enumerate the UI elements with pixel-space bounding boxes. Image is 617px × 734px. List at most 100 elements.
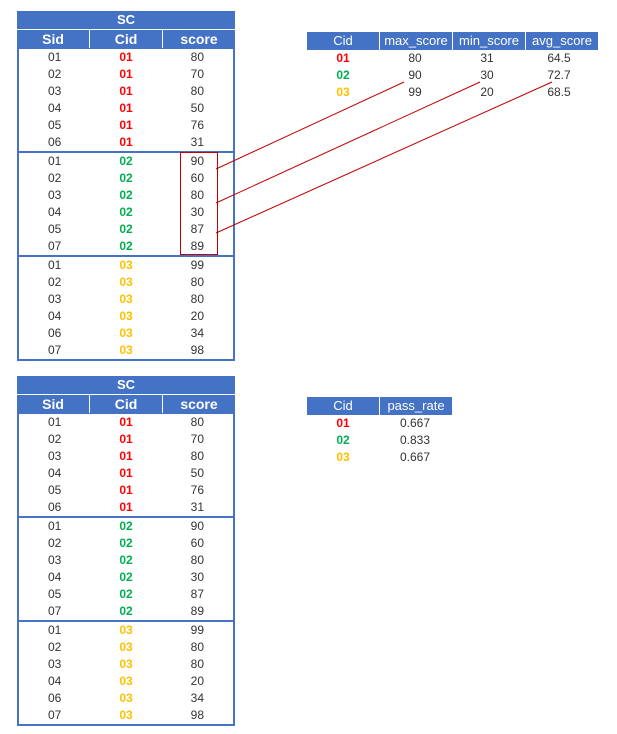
sid-cell: 04 — [47, 205, 62, 219]
sid-cell: 02 — [47, 275, 62, 289]
avg-score-cell: 64.5 — [547, 51, 571, 65]
score-cell: 98 — [190, 708, 204, 722]
pass-rate-table: Cid pass_rate 01 0.667 02 0.833 03 0.667 — [307, 397, 452, 466]
cid-cell: 03 — [119, 292, 133, 306]
max-score-cell: 90 — [408, 68, 422, 82]
table-row: 02 01 70 — [19, 431, 233, 448]
cid-cell: 01 — [119, 449, 133, 463]
score-cell: 60 — [190, 536, 204, 550]
table-row: 01 01 80 — [19, 49, 233, 66]
cid-cell: 03 — [119, 691, 133, 705]
sid-cell: 01 — [47, 623, 62, 637]
table-row: 04 01 50 — [19, 100, 233, 117]
cid-cell: 03 — [119, 309, 133, 323]
pass-rate-column-header: pass_rate — [379, 397, 452, 415]
table-row: 02 02 60 — [19, 535, 233, 552]
sid-cell: 01 — [47, 50, 62, 64]
cid-cell: 01 — [119, 118, 133, 132]
table-row: 04 02 30 — [19, 569, 233, 586]
cid-cell: 01 — [119, 50, 133, 64]
score-cell: 89 — [190, 239, 204, 253]
sid-cell: 03 — [47, 84, 62, 98]
sc-table-body: 01 01 80 02 01 70 03 01 80 04 01 50 05 01 76 06 01 31 01 02… — [17, 413, 235, 726]
sc-table-header: Sid Cid score — [17, 29, 235, 48]
score-cell: 90 — [190, 154, 204, 168]
score-cell: 89 — [190, 604, 204, 618]
cid-group-02: 01 02 90 02 02 60 03 02 80 04 02 30 05 02 87 07 02 89 — [17, 151, 235, 255]
score-cell: 80 — [190, 657, 204, 671]
cid-column-header: Cid — [333, 398, 353, 413]
max-score-cell: 80 — [408, 51, 422, 65]
cid-cell: 02 — [119, 553, 133, 567]
pass-rate-cell: 0.833 — [399, 433, 431, 447]
cid-cell: 01 — [119, 483, 133, 497]
sid-cell: 01 — [47, 519, 62, 533]
cid-cell: 01 — [119, 466, 133, 480]
sid-cell: 07 — [47, 604, 62, 618]
cid-column-header: Cid — [89, 395, 162, 413]
table-row: 06 03 34 — [19, 325, 233, 342]
max-score-cell: 99 — [408, 85, 422, 99]
cid-cell: 02 — [119, 536, 133, 550]
table-row: 03 01 80 — [19, 83, 233, 100]
sid-cell: 06 — [47, 500, 62, 514]
table-row: 06 01 31 — [19, 499, 233, 516]
sid-cell: 05 — [47, 587, 62, 601]
table-row: 04 01 50 — [19, 465, 233, 482]
cid-cell: 02 — [119, 604, 133, 618]
score-cell: 34 — [190, 326, 204, 340]
min-score-cell: 20 — [480, 85, 494, 99]
sid-cell: 03 — [47, 657, 62, 671]
score-cell: 76 — [190, 483, 204, 497]
table-row: 01 03 99 — [19, 622, 233, 639]
score-cell: 80 — [190, 292, 204, 306]
cid-cell: 03 — [119, 258, 133, 272]
pass-rate-table-header: Cid pass_rate — [307, 397, 452, 415]
table-row: 07 03 98 — [19, 707, 233, 724]
cid-cell: 01 — [119, 135, 133, 149]
score-cell: 80 — [190, 84, 204, 98]
sid-cell: 02 — [47, 640, 62, 654]
score-highlight-box — [180, 152, 218, 255]
cid-cell: 03 — [119, 623, 133, 637]
sid-cell: 02 — [47, 171, 62, 185]
cid-cell: 02 — [119, 205, 133, 219]
cid-cell: 03 — [119, 640, 133, 654]
cid-cell: 01 — [119, 415, 133, 429]
sid-cell: 04 — [47, 466, 62, 480]
max-connector-line — [215, 81, 405, 170]
table-row: 02 02 60 — [19, 170, 233, 187]
sid-cell: 05 — [47, 483, 62, 497]
cid-cell: 01 — [119, 101, 133, 115]
sid-cell: 06 — [47, 135, 62, 149]
sid-cell: 01 — [47, 258, 62, 272]
score-cell: 30 — [190, 205, 204, 219]
sid-cell: 07 — [47, 343, 62, 357]
avg-score-column-header: avg_score — [525, 32, 598, 50]
score-cell: 34 — [190, 691, 204, 705]
table-row: 03 01 80 — [19, 448, 233, 465]
sid-column-header: Sid — [42, 31, 64, 47]
cid-cell: 02 — [119, 587, 133, 601]
cid-cell: 02 — [119, 171, 133, 185]
table-row: 02 03 80 — [19, 274, 233, 291]
min-score-column-header: min_score — [452, 32, 525, 50]
score-cell: 30 — [190, 570, 204, 584]
cid-cell: 03 — [336, 450, 350, 464]
sid-cell: 03 — [47, 449, 62, 463]
score-cell: 20 — [190, 309, 204, 323]
table-row: 01 0.667 — [307, 415, 452, 432]
sid-cell: 03 — [47, 292, 62, 306]
sid-cell: 01 — [47, 154, 62, 168]
cid-column-header: Cid — [333, 33, 353, 48]
max-score-column-header: max_score — [379, 32, 452, 50]
score-cell: 80 — [190, 188, 204, 202]
cid-cell: 02 — [119, 239, 133, 253]
score-cell: 99 — [190, 258, 204, 272]
table-row: 01 02 90 — [19, 153, 233, 170]
table-row: 03 99 20 68.5 — [307, 84, 598, 101]
table-row: 02 0.833 — [307, 432, 452, 449]
cid-cell: 01 — [119, 500, 133, 514]
sid-cell: 07 — [47, 708, 62, 722]
sid-cell: 04 — [47, 570, 62, 584]
